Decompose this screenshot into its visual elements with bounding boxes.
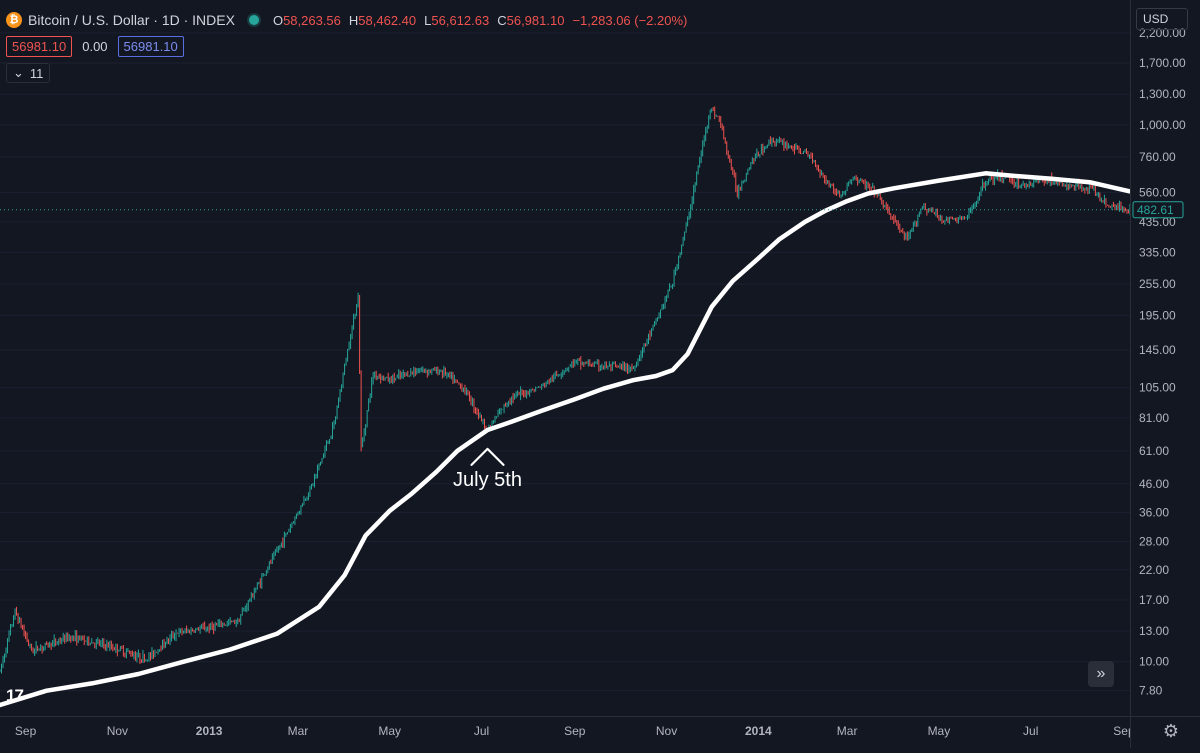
ohlc-close: C56,981.10 (497, 12, 565, 28)
chart-settings-button[interactable]: ⚙ (1158, 718, 1184, 744)
price-change: −1,283.06 (−2.20%) (572, 12, 688, 28)
y-tick-label: 7.80 (1139, 684, 1163, 698)
y-tick-label: 435.00 (1139, 215, 1176, 229)
indicator-values: 56981.10 0.00 56981.10 (6, 36, 184, 57)
x-tick-label: May (378, 724, 401, 738)
bitcoin-icon: ₿ (6, 12, 22, 28)
indicator-count: 11 (29, 65, 44, 81)
y-tick-label: 1,000.00 (1139, 118, 1186, 132)
y-tick-label: 145.00 (1139, 343, 1176, 357)
current-price-label: 482.61 (1137, 203, 1174, 217)
y-tick-label: 195.00 (1139, 308, 1176, 322)
symbol-legend: ₿ Bitcoin / U.S. Dollar · 1D · INDEX O58… (6, 10, 687, 30)
indicator-value-zero: 0.00 (82, 39, 108, 54)
time-axis-scale: Sep Nov 2013 Mar May Jul Sep Nov 2014 Mar May Jul Se… (15, 724, 1135, 738)
x-tick-label: Sep (15, 724, 37, 738)
y-tick-label: 335.00 (1139, 245, 1176, 259)
x-tick-label: Jul (474, 724, 489, 738)
y-tick-label: 36.00 (1139, 505, 1169, 519)
ohlc-low: L56,612.63 (424, 12, 490, 28)
time-axis[interactable]: Sep Nov 2013 Mar May Jul Sep Nov 2014 Mar May Jul Se… (0, 716, 1135, 748)
y-tick-label: 13.00 (1139, 624, 1169, 638)
y-tick-label: 255.00 (1139, 277, 1176, 291)
y-tick-label: 1,300.00 (1139, 87, 1186, 101)
y-tick-label: 28.00 (1139, 535, 1169, 549)
y-tick-label: 17.00 (1139, 593, 1169, 607)
x-tick-label: Sep (564, 724, 586, 738)
price-axis-scale: 2,200.001,700.001,300.001,000.00760.0056… (1132, 26, 1186, 698)
y-tick-label: 1,700.00 (1139, 56, 1186, 70)
price-axis[interactable]: 2,200.00 1,700.00 1,300.00 1,000.00 760.00 56… (1130, 0, 1200, 716)
y-tick-label: 61.00 (1139, 444, 1169, 458)
y-tick-label: 10.00 (1139, 655, 1169, 669)
y-tick-label: 46.00 (1139, 477, 1169, 491)
candlestick-chart[interactable]: July 5th (0, 0, 1130, 716)
ohlc-high: H58,462.40 (348, 12, 417, 28)
symbol-title[interactable]: Bitcoin / U.S. Dollar · 1D · INDEX (28, 12, 235, 28)
tradingview-logo[interactable]: 17 (6, 686, 24, 705)
current-price-badge (1132, 201, 1184, 219)
x-tick-label: May (928, 724, 951, 738)
ohlc-open: O58,263.56 (272, 12, 341, 28)
indicator-value-red: 56981.10 (6, 36, 73, 57)
y-tick-label: 760.00 (1139, 150, 1176, 164)
y-tick-label: 22.00 (1139, 563, 1169, 577)
indicators-toggle-button[interactable]: ⌄ 11 (6, 63, 51, 83)
annotation-arrow (470, 447, 505, 466)
currency-selector[interactable]: USD (1136, 8, 1188, 30)
x-tick-label: 2013 (196, 724, 223, 738)
y-tick-label: 81.00 (1139, 411, 1169, 425)
candles (0, 106, 1130, 674)
chevron-down-icon: ⌄ (13, 65, 24, 80)
y-tick-label: 560.00 (1139, 185, 1176, 199)
x-tick-label: Nov (656, 724, 677, 738)
moving-average-line (0, 171, 1130, 708)
x-tick-label: Sep (1113, 724, 1130, 738)
y-tick-label: 105.00 (1139, 381, 1176, 395)
market-status-icon[interactable] (248, 15, 259, 25)
chart-plot-area[interactable]: July 5th (0, 0, 1130, 716)
x-tick-label: Mar (288, 724, 309, 738)
x-tick-label: Jul (1023, 724, 1038, 738)
x-tick-label: Mar (837, 724, 858, 738)
x-tick-label: Nov (107, 724, 128, 738)
scroll-to-realtime-button[interactable]: » (1088, 661, 1114, 687)
axis-corner (1130, 716, 1200, 748)
gear-icon: ⚙ (1162, 720, 1180, 741)
x-tick-label: 2014 (745, 724, 772, 738)
double-chevron-right-icon: » (1096, 665, 1106, 682)
annotation-label: July 5th (453, 469, 522, 491)
indicator-value-blue: 56981.10 (117, 36, 184, 57)
